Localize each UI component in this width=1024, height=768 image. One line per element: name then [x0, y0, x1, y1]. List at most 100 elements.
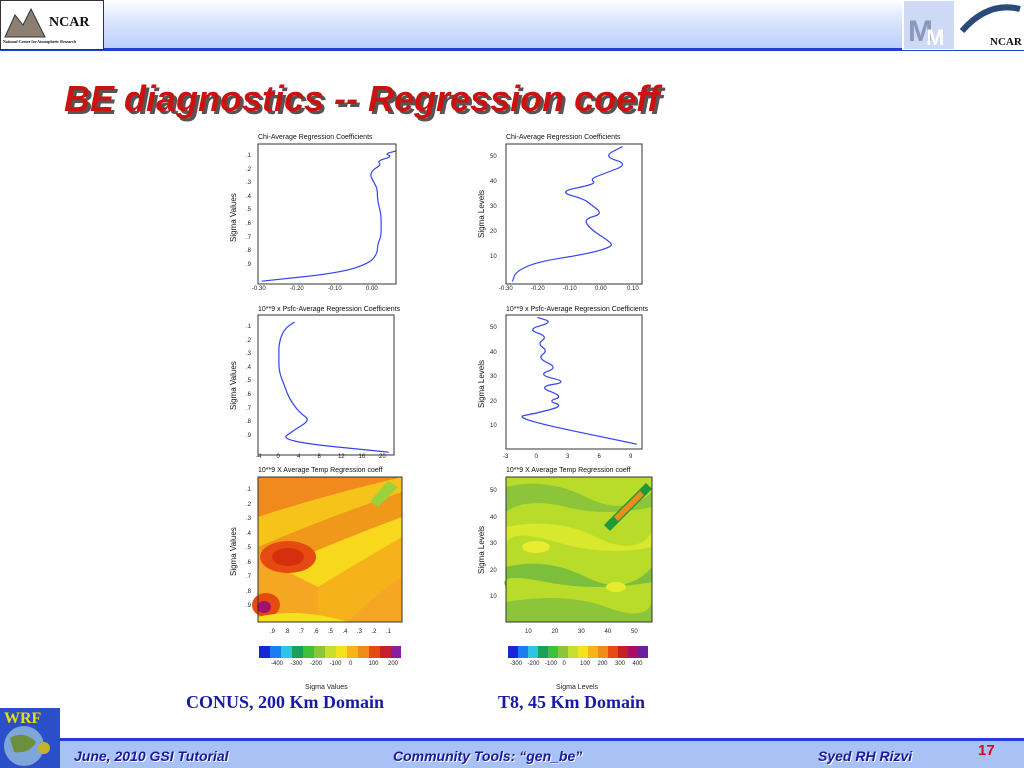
plot6-colorbar-tick-label: 200	[597, 661, 608, 667]
plot3-x-tick-label: -4	[256, 454, 262, 460]
globe-icon	[0, 708, 60, 768]
plot5-colorbar-tick-label: -400	[271, 661, 284, 667]
plot4-y-tick-label: 30	[490, 374, 497, 380]
plot3-y-tick-label: .1	[246, 324, 252, 330]
plot1-x-tick-label: -0.20	[290, 286, 304, 292]
plot5-y-tick-label: .5	[246, 545, 252, 551]
plot1-y-tick-label: .6	[246, 221, 252, 227]
plot4-series-line	[521, 316, 637, 445]
plot4-y-tick-label: 20	[490, 398, 497, 405]
plot5-colorbar-tick-label: 100	[368, 661, 379, 667]
plot5-heatmap	[252, 476, 403, 623]
plot5-x-tick-label: .4	[342, 629, 348, 635]
ncar-logo-subtext: National Center for Atmospheric Research	[3, 39, 76, 44]
plot5-colorbar-tick-label: -100	[329, 661, 342, 667]
plot5-colorbar-tick-label: -200	[310, 661, 323, 667]
plot5-x-tick-label: .1	[386, 629, 392, 635]
plot1-y-tick-label: .4	[246, 193, 252, 200]
plot3-y-tick-label: .5	[246, 378, 252, 385]
plot5-x-tick-label: .9	[270, 629, 276, 635]
plot1-y-tick-label: .1	[246, 153, 252, 159]
plot3-title: 10**9 x Psfc-Average Regression Coeffici…	[258, 306, 401, 313]
ncar-swoosh-icon	[958, 1, 1024, 49]
ncar-logo: NCAR National Center for Atmospheric Res…	[0, 0, 104, 50]
plot5-x-tick-label: .8	[284, 629, 290, 635]
plot3-y-tick-label: .3	[246, 351, 252, 358]
plot4-title: 10**9 x Psfc-Average Regression Coeffici…	[506, 306, 649, 313]
plot1-chart	[257, 143, 397, 285]
plot2-y-tick-label: 50	[490, 154, 497, 160]
plot4-x-tick-label: 6	[597, 454, 601, 460]
plot6-xlabel: Sigma Levels	[556, 684, 599, 691]
plot6-y-tick-label: 10	[490, 594, 497, 600]
plot4-ylabel: Sigma Levels	[477, 359, 486, 408]
plot3-y-tick-label: .6	[246, 392, 252, 398]
plot2-y-tick-label: 10	[490, 254, 497, 260]
plot3-x-tick-label: 0	[276, 454, 280, 460]
plot6-x-tick-label: 40	[604, 629, 612, 635]
ncar-logo-text: NCAR	[49, 15, 90, 30]
plot5-colorbar-tick-label: 200	[388, 661, 399, 667]
plot1-y-tick-label: .2	[246, 166, 252, 173]
plot6-y-tick-label: 30	[490, 541, 497, 547]
plot6-ylabel: Sigma Levels	[477, 525, 486, 574]
plot4-y-tick-label: 10	[490, 423, 497, 429]
plot6-colorbar-tick-label: 300	[615, 661, 626, 667]
plot2-x-tick-label: 0.00	[595, 286, 607, 292]
plot6-heatmap	[504, 476, 653, 623]
page-number: 17	[978, 742, 995, 759]
plot3-chart	[257, 314, 395, 456]
plot6-x-tick-label: 30	[578, 629, 585, 635]
plot6-colorbar-tick-label: -100	[545, 661, 558, 667]
plot5-colorbar-tick-label: -300	[290, 661, 303, 667]
plot5-colorbar	[259, 646, 401, 658]
plot1-ylabel: Sigma Values	[229, 193, 238, 242]
plot6-y-tick-label: 40	[490, 514, 497, 521]
plot6-x-tick-label: 20	[551, 629, 559, 635]
ncar-right-logo: M M NCAR	[902, 0, 1024, 50]
caption-conus: CONUS, 200 Km Domain	[186, 692, 385, 712]
plot5-y-tick-label: .8	[246, 588, 252, 595]
plot1-y-tick-label: .3	[246, 180, 252, 187]
plot1-x-tick-label: -0.10	[328, 286, 342, 292]
caption-t8: T8, 45 Km Domain	[498, 692, 646, 712]
footer-right: Syed RH Rizvi	[818, 748, 913, 764]
plot5-y-tick-label: .4	[246, 530, 252, 537]
plot1-x-tick-label: 0.00	[366, 286, 378, 292]
plot3-x-tick-label: 20	[379, 454, 386, 460]
plot5-x-tick-label: .2	[371, 629, 377, 635]
plot2-x-tick-label: -0.10	[563, 286, 577, 292]
plot2-series-line	[511, 145, 624, 282]
plot4-y-tick-label: 50	[490, 325, 497, 331]
plot2-frame	[505, 143, 643, 285]
plot2-x-tick-label: -0.20	[531, 286, 545, 292]
plot3-y-tick-label: .4	[246, 364, 252, 371]
plot3-ylabel: Sigma Values	[229, 361, 238, 410]
plot1-title: Chi-Average Regression Coefficients	[258, 134, 373, 141]
plot1-frame	[257, 143, 397, 285]
plot5-y-tick-label: .2	[246, 501, 252, 508]
plot3-x-tick-label: 8	[317, 454, 321, 460]
footer-left: June, 2010 GSI Tutorial	[74, 748, 229, 764]
plot3-y-tick-label: .7	[246, 405, 252, 412]
plot5-y-tick-label: .9	[246, 603, 252, 609]
plot2-ylabel: Sigma Levels	[477, 189, 486, 238]
plot4-x-tick-label: 9	[629, 454, 633, 460]
plot6-title: 10**9 X Average Temp Regression coeff	[506, 467, 631, 474]
plot5-x-tick-label: .3	[357, 629, 363, 635]
plot1-y-tick-label: .9	[246, 261, 252, 268]
plot1-y-tick-label: .8	[246, 248, 252, 255]
plot4-x-tick-label: -3	[503, 454, 509, 460]
ncar-right-text: NCAR	[990, 36, 1022, 48]
footer-center: Community Tools: “gen_be”	[393, 748, 583, 764]
plot4-chart	[505, 314, 643, 450]
plot5-y-tick-label: .1	[246, 487, 252, 493]
slide-title: BE diagnostics -- Regression coeff	[64, 78, 660, 119]
plot5-title: 10**9 X Average Temp Regression coeff	[258, 467, 383, 474]
plot6-x-tick-label: 50	[631, 629, 638, 635]
plot3-x-tick-label: 12	[338, 454, 345, 460]
plot6-y-tick-label: 20	[490, 567, 497, 574]
plot2-x-tick-label: -0.30	[499, 286, 513, 292]
plot3-frame	[257, 314, 395, 456]
header-divider	[0, 48, 1024, 51]
